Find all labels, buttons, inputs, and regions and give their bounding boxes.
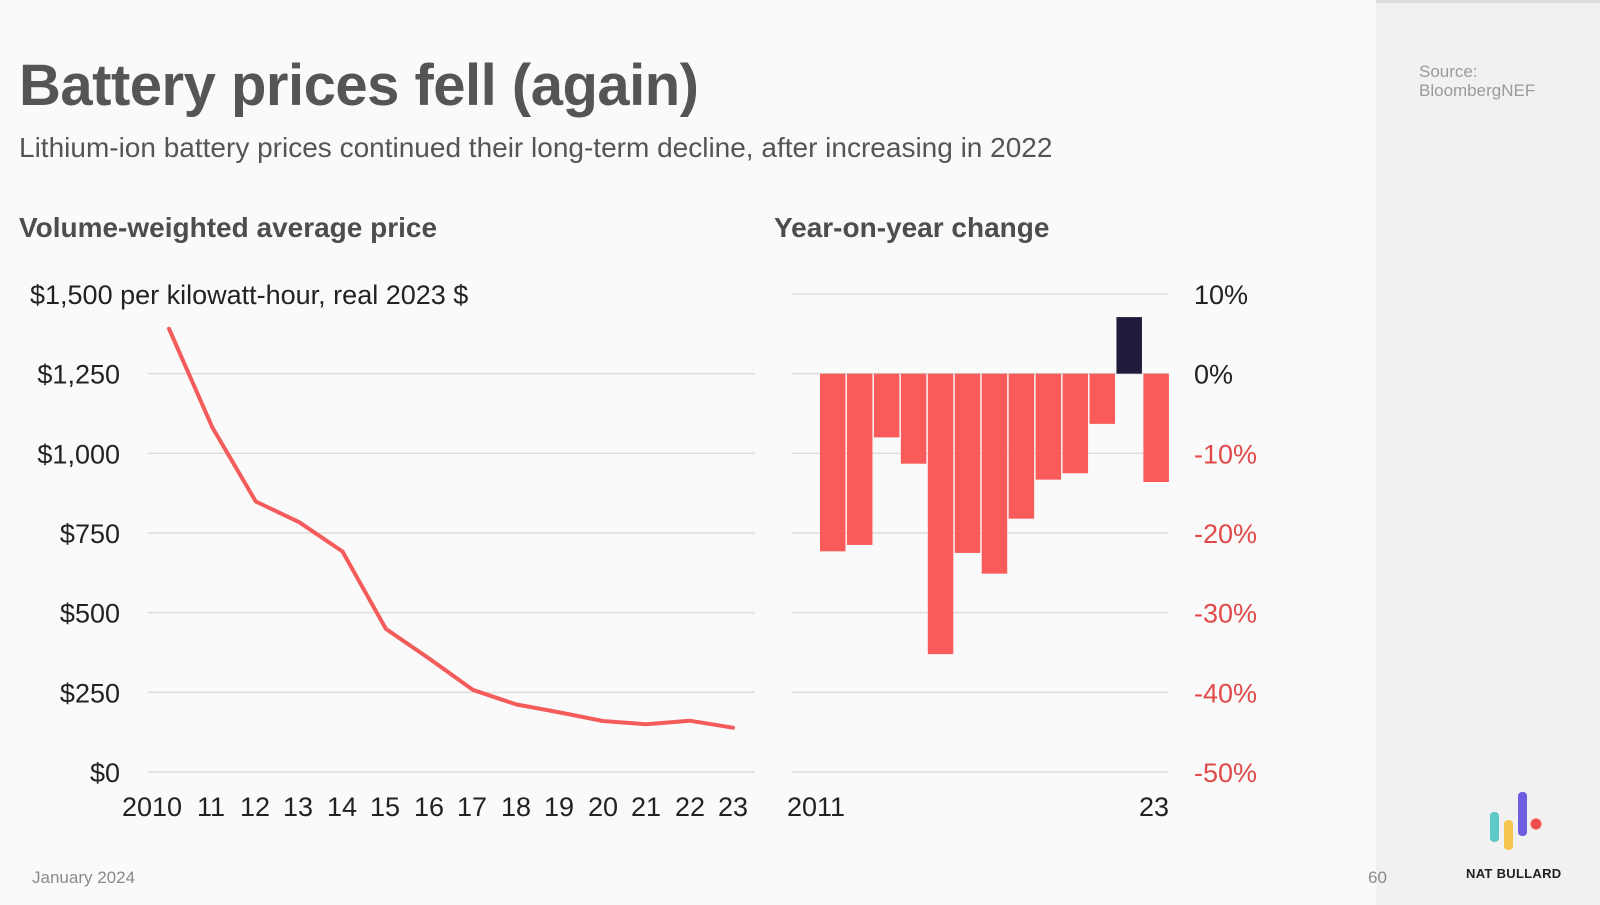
line-chart-x-tick-label: 22 (675, 792, 705, 822)
bar-chart-y-tick-label: -40% (1194, 678, 1257, 708)
bar-chart-y-tick-label: -20% (1194, 519, 1257, 549)
line-chart-y-tick-label: $250 (60, 678, 120, 708)
line-chart-x-tick-label: 17 (457, 792, 487, 822)
line-chart-y-tick-label: $750 (60, 519, 120, 549)
yoy-change-bar (873, 373, 900, 438)
bar-chart-y-tick-label: 10% (1194, 280, 1248, 310)
line-chart-x-tick-label: 16 (414, 792, 444, 822)
source-label: Source: (1419, 62, 1478, 81)
line-chart-x-tick-label: 23 (718, 792, 748, 822)
sidebar-panel (1376, 0, 1600, 905)
brand-name: NAT BULLARD (1466, 866, 1562, 881)
page-subtitle: Lithium-ion battery prices continued the… (19, 132, 1053, 163)
page-number: 60 (1368, 868, 1387, 887)
bar-chart-y-tick-label: -10% (1194, 439, 1257, 469)
yoy-change-bar (1116, 317, 1142, 374)
bar-chart-y-tick-label: 0% (1194, 360, 1233, 390)
line-chart-y-tick-label: $0 (90, 758, 120, 788)
bar-chart-y-tick-label: -50% (1194, 758, 1257, 788)
bar-chart-x-tick-label: 2011 (787, 792, 845, 822)
line-chart-x-tick-label: 15 (370, 792, 400, 822)
yoy-change-bar (1035, 373, 1062, 480)
line-chart-x-tick-label: 18 (501, 792, 531, 822)
line-chart-y-tick-label: $1,250 (37, 360, 120, 390)
line-chart-x-tick-label: 11 (197, 792, 225, 822)
yoy-change-bar (1062, 373, 1089, 474)
sidebar-top-border (1376, 0, 1600, 3)
bar-chart-x-tick-label: 23 (1139, 792, 1169, 822)
price-line-series (167, 326, 735, 730)
page-title: Battery prices fell (again) (19, 53, 699, 118)
bar-chart-logo-icon (1490, 792, 1542, 850)
line-chart-x-tick-label: 20 (588, 792, 618, 822)
line-chart-y-tick-label: $500 (60, 599, 120, 629)
yoy-change-bar (954, 373, 981, 553)
source-name: BloombergNEF (1419, 81, 1536, 100)
bar-chart-y-tick-label: -30% (1194, 599, 1257, 629)
source-note: Source: BloombergNEF (1419, 62, 1535, 100)
yoy-change-bar (1089, 373, 1115, 424)
right-panel-title: Year-on-year change (774, 212, 1050, 243)
yoy-change-bar (846, 373, 873, 545)
yoy-change-bar (927, 373, 954, 655)
line-chart-x-tick-label: 14 (327, 792, 357, 822)
yoy-change-bar (1008, 373, 1035, 519)
yoy-change-bar (820, 373, 846, 552)
line-chart-x-tick-label: 2010 (122, 792, 182, 822)
line-chart-x-tick-label: 19 (544, 792, 574, 822)
left-panel-title: Volume-weighted average price (19, 212, 438, 243)
yoy-change-bar (981, 373, 1008, 574)
line-chart-x-tick-label: 12 (240, 792, 270, 822)
footer-date: January 2024 (32, 868, 136, 887)
yoy-change-bar (1143, 373, 1169, 483)
line-chart-x-tick-label: 21 (631, 792, 661, 822)
line-chart-x-tick-label: 13 (283, 792, 313, 822)
yoy-change-bar (900, 373, 927, 464)
charts-canvas: $0 $250 $500 $750 $1,000 $1,250 $1,500 per kil… (30, 280, 1257, 822)
line-chart-y-axis-label: $1,500 per kilowatt-hour, real 2023 $ (30, 280, 468, 310)
line-chart-y-tick-label: $1,000 (37, 439, 120, 469)
